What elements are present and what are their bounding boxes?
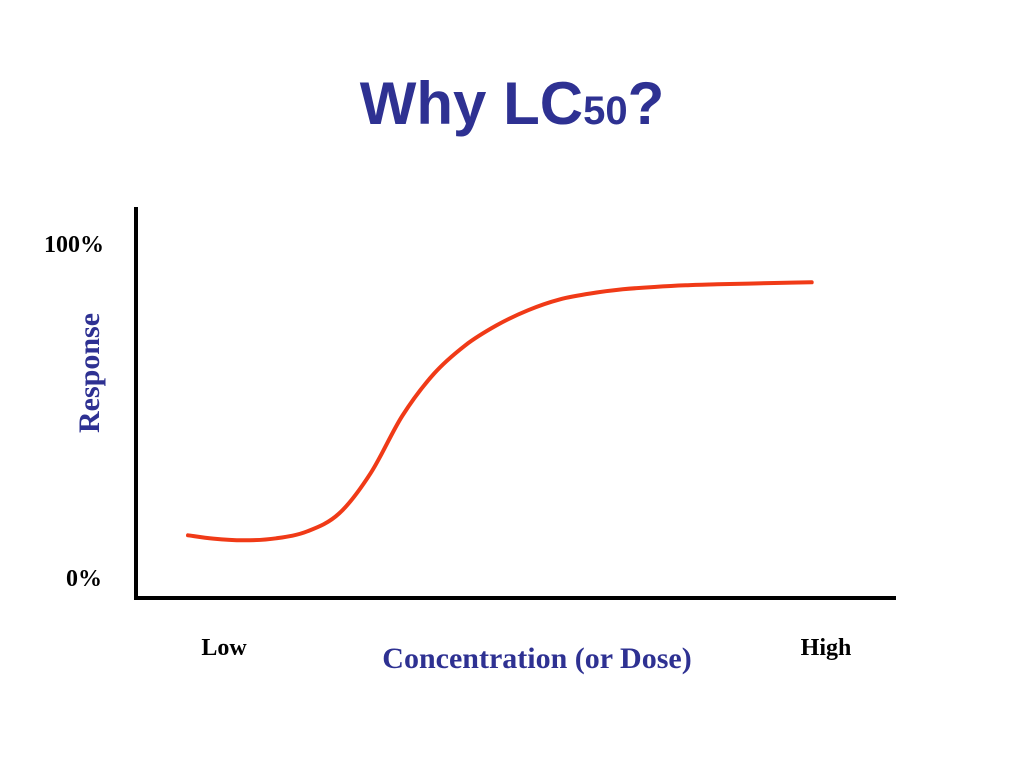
x-tick-label-low: Low [201, 635, 247, 661]
y-tick-label-low: 0% [66, 566, 102, 592]
y-axis-title: Response [73, 313, 106, 433]
dose-response-curve [186, 280, 814, 543]
x-tick-label-high: High [801, 635, 852, 661]
title-end: ? [627, 70, 665, 137]
x-axis-title: Concentration (or Dose) [382, 642, 691, 675]
title-main: Why LC [359, 70, 584, 137]
title-subscript: 50 [583, 89, 628, 133]
y-tick-label-high: 100% [44, 232, 104, 258]
slide-title: Why LC50? [0, 68, 1024, 147]
